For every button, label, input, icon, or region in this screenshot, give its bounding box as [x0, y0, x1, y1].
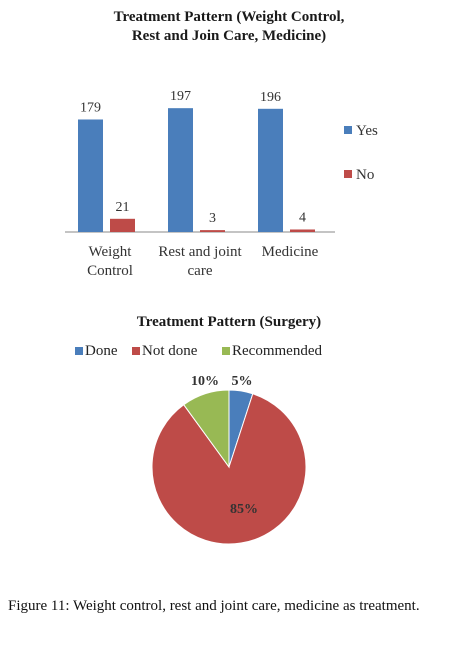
legend-label-recommended: Recommended [232, 343, 322, 359]
bar-no-2 [290, 229, 315, 232]
bar-yes-1 [168, 108, 193, 232]
pie-chart: Done Not done Recommended 5% 85% 10% [75, 343, 322, 545]
legend-swatch-no [344, 170, 352, 178]
bar-chart-title-line2: Rest and Join Care, Medicine) [131, 28, 327, 44]
data-label-no-0: 21 [116, 200, 130, 215]
x-tick-label-0-0: Weight [89, 244, 133, 260]
bar-chart-panel: Treatment Pattern (Weight Control, Rest … [0, 0, 458, 300]
legend-swatch-yes [344, 126, 352, 134]
legend-swatch-done [75, 347, 83, 355]
pie-label-done: 5% [232, 374, 253, 389]
legend-label-yes: Yes [356, 123, 378, 139]
pie-chart-panel: Treatment Pattern (Surgery) Done Not done… [0, 305, 458, 565]
bar-yes-0 [78, 119, 103, 232]
data-label-yes-2: 196 [260, 90, 281, 105]
legend-label-done: Done [85, 343, 118, 359]
bar-chart: 179 21 Weight Control 197 3 Rest and joint care… [65, 89, 378, 279]
x-tick-label-2-0: Medicine [262, 244, 319, 260]
pie-slice-recommended [183, 389, 230, 469]
legend-swatch-recommended [222, 347, 230, 355]
data-label-yes-1: 197 [170, 89, 191, 104]
legend-swatch-not-done [132, 347, 140, 355]
data-label-no-1: 3 [209, 211, 216, 226]
bar-no-0 [110, 218, 135, 232]
bar-yes-2 [258, 108, 283, 232]
x-tick-label-0-1: Control [87, 263, 133, 279]
pie-slice-not-done [151, 393, 307, 545]
bar-no-1 [200, 230, 225, 232]
x-tick-label-1-1: care [188, 263, 213, 279]
figure-caption: Figure 11: Weight control, rest and join… [8, 598, 420, 614]
pie-label-recommended: 10% [191, 374, 219, 389]
data-label-yes-0: 179 [80, 100, 101, 115]
legend-label-not-done: Not done [142, 343, 198, 359]
legend-label-no: No [356, 167, 374, 183]
x-tick-label-1-0: Rest and joint [158, 244, 242, 260]
pie-chart-title: Treatment Pattern (Surgery) [136, 314, 322, 330]
bar-chart-title-line1: Treatment Pattern (Weight Control, [113, 9, 345, 25]
pie-label-not-done: 85% [230, 502, 258, 517]
data-label-no-2: 4 [299, 210, 306, 225]
bar-chart-title: Treatment Pattern (Weight Control, Rest … [0, 8, 458, 46]
